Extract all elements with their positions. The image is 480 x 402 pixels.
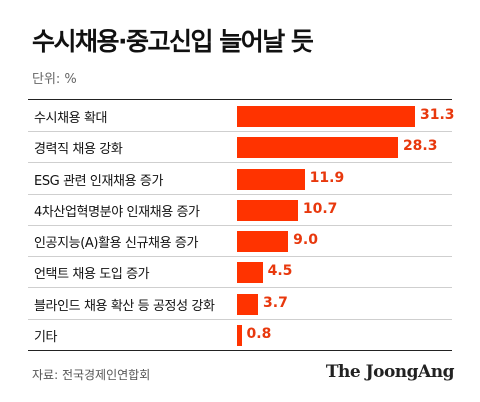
chart-row: 블라인드 채용 확산 등 공정성 강화 3.7 bbox=[28, 288, 452, 320]
chart-row: 인공지능(A)활용 신규채용 증가 9.0 bbox=[28, 225, 452, 257]
bar bbox=[237, 324, 242, 346]
bar bbox=[237, 231, 289, 252]
chart-row: 4차산업혁명분야 인재채용 증가 10.7 bbox=[28, 194, 452, 226]
chart-row: 기타 0.8 bbox=[28, 319, 452, 350]
top-rule bbox=[28, 99, 452, 100]
category-label: 언택트 채용 도입 증가 bbox=[34, 267, 150, 283]
category-label: 블라인드 채용 확산 등 공정성 강화 bbox=[34, 298, 215, 314]
category-label: 기타 bbox=[34, 329, 58, 345]
bar bbox=[237, 293, 259, 315]
chart-title: 수시채용·중고신입 늘어날 듯 bbox=[32, 27, 314, 56]
bar bbox=[237, 168, 305, 190]
brand-logo: The JoongAng bbox=[325, 362, 455, 382]
data-label: 10.7 bbox=[302, 200, 338, 217]
data-label: 3.7 bbox=[263, 294, 288, 311]
data-label: 28.3 bbox=[402, 138, 438, 155]
data-label: 0.8 bbox=[246, 325, 272, 342]
unit-label: 단위: % bbox=[32, 72, 77, 87]
category-label: 수시채용 확대 bbox=[34, 111, 108, 126]
data-label: 11.9 bbox=[309, 169, 345, 186]
category-label: 인공지능(A)활용 신규채용 증가 bbox=[34, 236, 199, 251]
bar bbox=[237, 199, 298, 221]
chart-row: 경력직 채용 강화 28.3 bbox=[28, 131, 452, 164]
category-label: ESG 관련 인재채용 증가 bbox=[34, 173, 164, 189]
chart-row: 언택트 채용 도입 증가 4.5 bbox=[28, 256, 452, 289]
data-label: 31.3 bbox=[420, 107, 455, 123]
bar bbox=[237, 106, 415, 127]
bar bbox=[237, 137, 398, 159]
bottom-rule bbox=[28, 350, 452, 351]
data-label: 9.0 bbox=[293, 232, 318, 248]
chart-row: 수시채용 확대 31.3 bbox=[28, 100, 455, 132]
category-label: 경력직 채용 강화 bbox=[34, 142, 123, 158]
category-label: 4차산업혁명분야 인재채용 증가 bbox=[34, 204, 200, 220]
data-label: 4.5 bbox=[267, 263, 293, 280]
chart-row: ESG 관련 인재채용 증가 11.9 bbox=[28, 163, 452, 195]
source-note: 자료: 전국경제인연합회 bbox=[32, 368, 151, 382]
bar bbox=[237, 262, 263, 284]
